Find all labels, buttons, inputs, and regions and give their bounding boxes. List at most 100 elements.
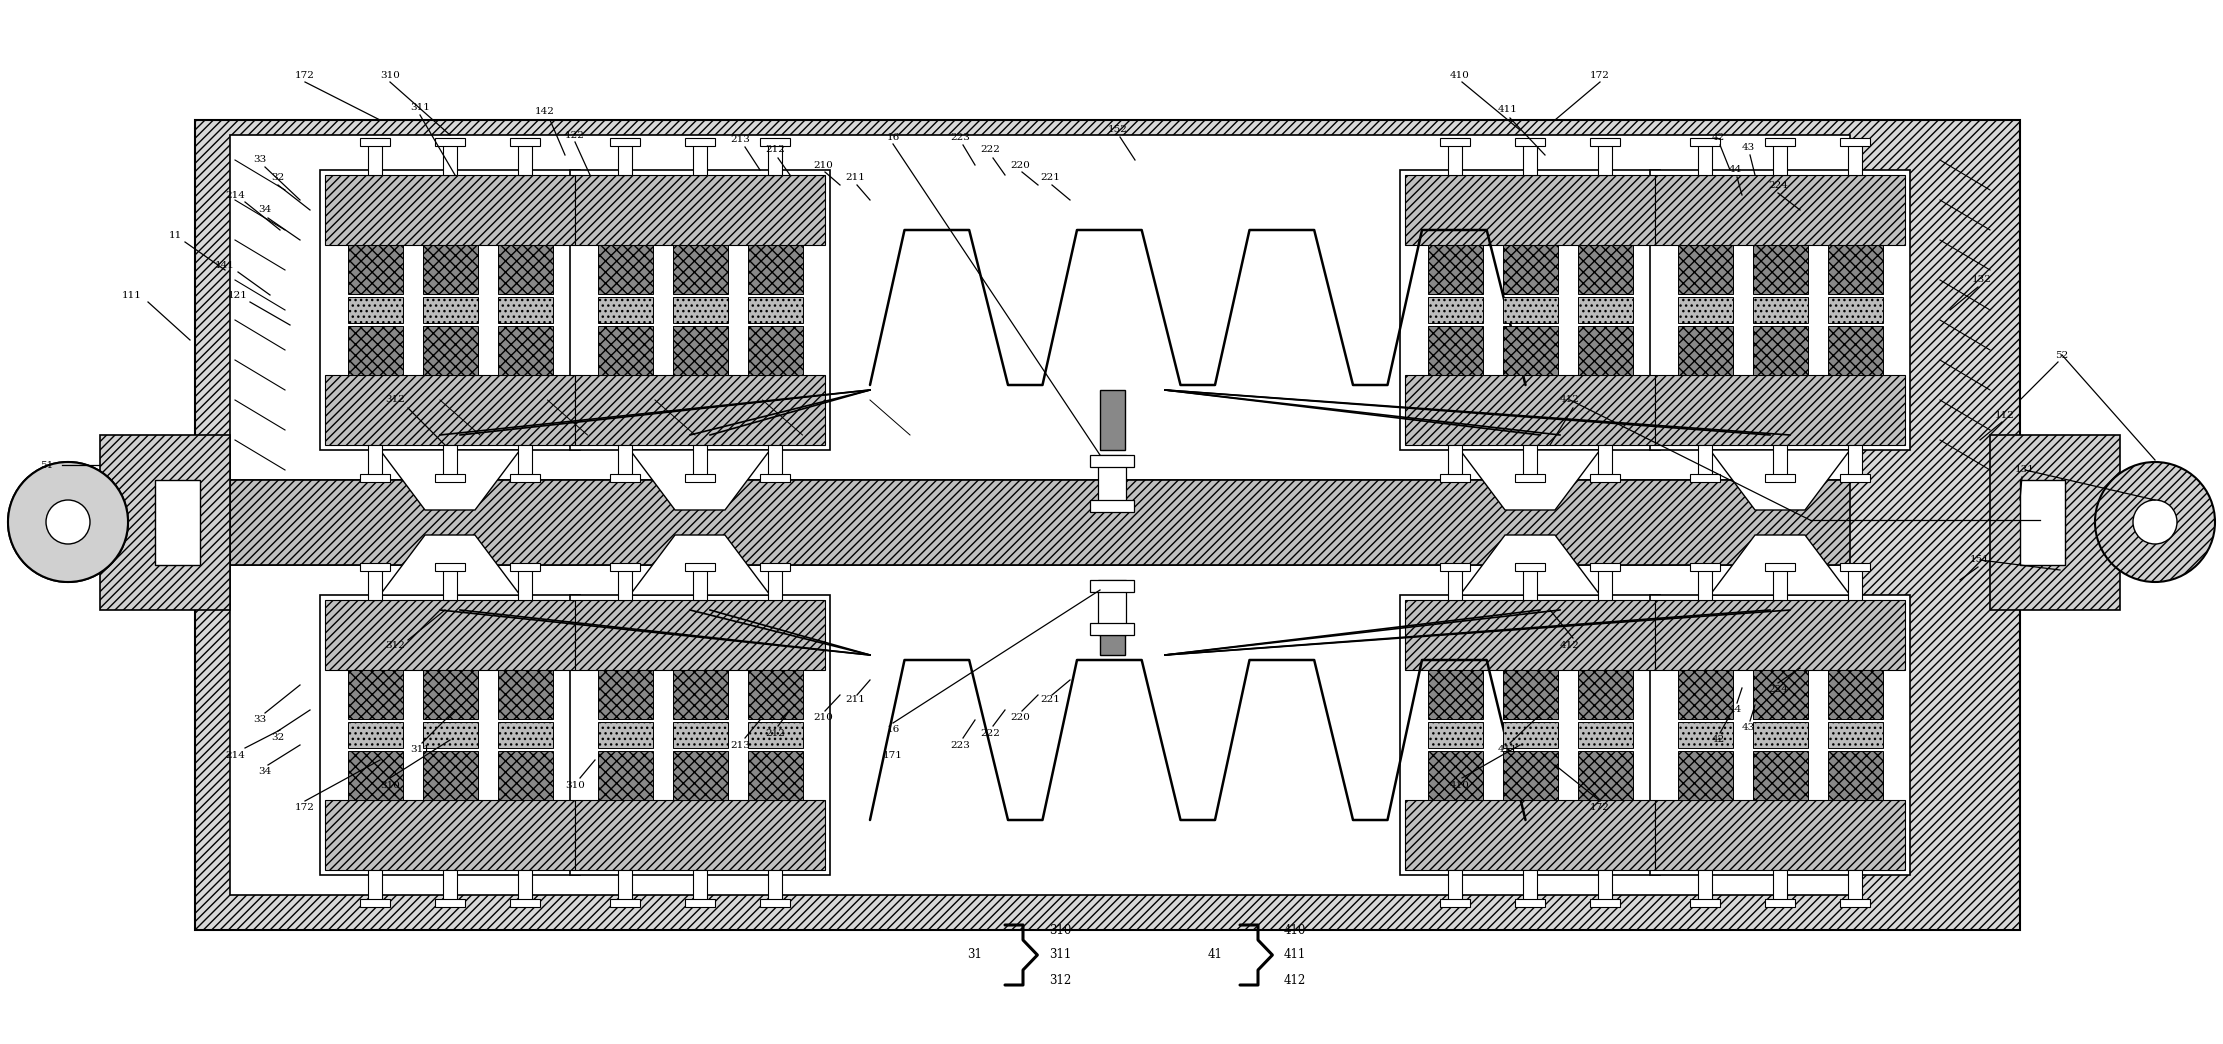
Bar bbox=[325, 175, 576, 245]
Bar bbox=[598, 670, 654, 719]
Bar bbox=[1698, 870, 1712, 905]
Text: 141: 141 bbox=[216, 261, 236, 269]
Bar bbox=[422, 722, 478, 748]
Bar bbox=[1649, 595, 1910, 875]
Bar bbox=[347, 751, 402, 800]
Bar bbox=[1427, 722, 1483, 748]
Bar bbox=[325, 375, 576, 445]
Bar bbox=[685, 474, 716, 482]
Bar bbox=[1678, 326, 1732, 375]
Text: 411: 411 bbox=[1498, 105, 1518, 115]
Bar bbox=[360, 474, 389, 482]
Text: 52: 52 bbox=[2056, 351, 2070, 359]
Polygon shape bbox=[1461, 450, 1601, 511]
Bar bbox=[1847, 870, 1863, 905]
Text: 311: 311 bbox=[1049, 949, 1071, 962]
Text: 210: 210 bbox=[814, 161, 834, 169]
Bar bbox=[1698, 565, 1712, 600]
Circle shape bbox=[9, 462, 129, 582]
Bar bbox=[1578, 751, 1632, 800]
Bar bbox=[1405, 600, 1654, 670]
Bar bbox=[369, 870, 382, 905]
Bar bbox=[442, 140, 458, 175]
Text: 412: 412 bbox=[1285, 973, 1307, 987]
Bar bbox=[369, 565, 382, 600]
Bar bbox=[498, 245, 554, 294]
Bar bbox=[694, 445, 707, 480]
Circle shape bbox=[2094, 462, 2214, 582]
Text: 152: 152 bbox=[1107, 125, 1127, 135]
Bar bbox=[576, 175, 825, 245]
Bar bbox=[1827, 670, 1883, 719]
Bar bbox=[1503, 326, 1558, 375]
Bar bbox=[1098, 455, 1127, 511]
Bar bbox=[674, 326, 727, 375]
Bar bbox=[747, 326, 803, 375]
Bar bbox=[674, 245, 727, 294]
Text: 223: 223 bbox=[949, 134, 969, 142]
Bar bbox=[1678, 296, 1732, 323]
Bar bbox=[1689, 474, 1721, 482]
Bar bbox=[442, 870, 458, 905]
Bar bbox=[369, 445, 382, 480]
Polygon shape bbox=[380, 535, 520, 595]
Text: 213: 213 bbox=[729, 136, 749, 144]
Text: 171: 171 bbox=[883, 751, 903, 759]
Bar bbox=[1698, 445, 1712, 480]
Bar bbox=[685, 563, 716, 571]
Bar bbox=[1589, 563, 1621, 571]
Text: 32: 32 bbox=[271, 173, 285, 183]
Bar bbox=[360, 138, 389, 146]
Bar bbox=[747, 296, 803, 323]
Text: 131: 131 bbox=[2014, 466, 2034, 475]
Text: 43: 43 bbox=[1741, 723, 1754, 733]
Bar bbox=[1098, 580, 1127, 635]
Bar bbox=[1678, 245, 1732, 294]
Text: 172: 172 bbox=[1589, 804, 1609, 812]
Bar bbox=[1578, 326, 1632, 375]
Bar bbox=[442, 565, 458, 600]
Text: 43: 43 bbox=[1741, 143, 1754, 152]
Bar bbox=[1100, 595, 1125, 655]
Polygon shape bbox=[1709, 535, 1850, 595]
Bar bbox=[347, 722, 402, 748]
Text: 222: 222 bbox=[980, 729, 1000, 737]
Bar bbox=[325, 800, 576, 870]
Text: 312: 312 bbox=[385, 396, 405, 404]
Bar bbox=[1441, 563, 1469, 571]
Text: 410: 410 bbox=[1449, 781, 1469, 789]
Bar bbox=[156, 480, 200, 565]
Bar bbox=[1827, 245, 1883, 294]
Bar bbox=[1089, 455, 1134, 467]
Text: 221: 221 bbox=[1040, 695, 1060, 705]
Bar bbox=[674, 670, 727, 719]
Bar bbox=[1598, 445, 1612, 480]
Bar bbox=[509, 474, 540, 482]
Bar bbox=[767, 140, 782, 175]
Bar bbox=[760, 138, 789, 146]
Bar bbox=[609, 474, 640, 482]
Text: 121: 121 bbox=[229, 290, 249, 300]
Bar bbox=[1503, 296, 1558, 323]
Bar bbox=[436, 138, 465, 146]
Bar bbox=[618, 140, 631, 175]
Bar bbox=[1503, 670, 1558, 719]
Bar bbox=[747, 670, 803, 719]
Bar bbox=[747, 751, 803, 800]
Bar bbox=[498, 326, 554, 375]
Bar bbox=[1654, 600, 1905, 670]
Bar bbox=[760, 474, 789, 482]
Text: 224: 224 bbox=[1767, 181, 1787, 190]
Bar bbox=[320, 170, 580, 450]
Bar bbox=[598, 722, 654, 748]
Bar bbox=[436, 563, 465, 571]
Text: 33: 33 bbox=[253, 715, 267, 725]
Bar bbox=[1689, 138, 1721, 146]
Bar bbox=[1654, 175, 1905, 245]
Bar bbox=[498, 296, 554, 323]
Bar bbox=[320, 595, 580, 875]
Bar bbox=[609, 138, 640, 146]
Text: 122: 122 bbox=[565, 130, 585, 140]
Text: 41: 41 bbox=[1207, 949, 1223, 962]
Text: 172: 172 bbox=[1589, 71, 1609, 79]
